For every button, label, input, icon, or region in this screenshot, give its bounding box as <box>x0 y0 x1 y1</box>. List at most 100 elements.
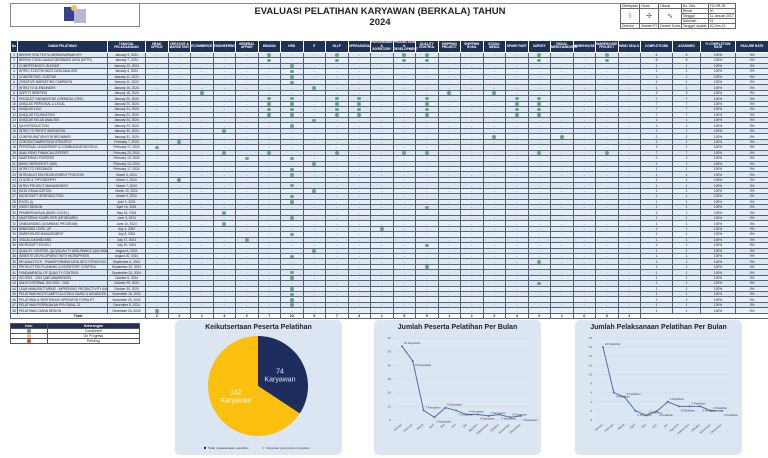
data-point <box>645 414 648 417</box>
data-label: 3 Karyawan <box>491 411 506 415</box>
data-point <box>666 400 669 403</box>
completed-icon <box>492 134 497 139</box>
training-name: PERSONAL LEADERSHIP & COMMUNICATION SKIL… <box>17 144 108 151</box>
department-total: 2 <box>617 312 641 320</box>
training-date: February 13, 2024 <box>107 160 146 168</box>
y-tick-label: 10 <box>388 404 392 408</box>
chart-title: Jumlah Peserta Pelatihan Per Bulan <box>397 324 518 331</box>
completed-icon <box>604 151 609 155</box>
col-department: VISUAL MERCHANDISER <box>550 40 577 53</box>
col-department: WAREHOUSE <box>572 40 596 53</box>
y-tick-label: 12 <box>589 363 593 367</box>
training-name: PRODUCTION PLANNING & INVENTORY CONTROL <box>17 263 108 271</box>
training-name: LEAN MANUFACTURING : IMPROVING PRODUCTIV… <box>17 285 108 293</box>
y-tick-label: 4 <box>590 400 592 404</box>
col-department: HRD <box>280 40 304 53</box>
department-total: 1 <box>460 312 484 320</box>
x-tick-label: Agustus <box>668 422 679 432</box>
completed-icon <box>379 227 384 231</box>
department-total: 1 <box>370 312 394 320</box>
completed-icon <box>424 113 429 117</box>
data-point <box>721 409 723 412</box>
table-row: 3 COMPETENCIES: BLENDIT January 10, 2024- -… <box>10 62 768 70</box>
x-tick-label: Februari <box>402 422 413 432</box>
completed-icon <box>537 281 542 286</box>
col-completions: COMPLETIONS <box>640 40 673 53</box>
completed-icon <box>424 243 429 247</box>
training-date: September 20, 2024 <box>107 263 146 271</box>
completed-icon <box>289 156 294 160</box>
data-label: 2 Pelatihan <box>637 413 651 417</box>
status-legend: Icon Keterangan Completed On Progress Pen… <box>10 323 141 344</box>
data-point <box>710 409 713 412</box>
table-row: 9 PRODUCT KNOWLEDGE CHEMICAL (OEE) January… <box>10 95 768 102</box>
completed-icon <box>537 259 542 264</box>
completed-icon <box>334 96 339 101</box>
completed-icon <box>312 162 317 166</box>
training-date: November 16, 2024 <box>107 290 146 298</box>
on-progress-icon <box>27 334 31 338</box>
completed-icon <box>537 96 542 101</box>
completed-icon <box>447 91 452 95</box>
signer-name: Direktur <box>619 23 641 29</box>
signature-image: ✢ <box>639 8 660 24</box>
col-department: ENGINEERING <box>212 40 236 53</box>
signer-name: Desain Sutra <box>658 23 682 29</box>
x-tick-label: Februari <box>603 422 614 432</box>
y-tick-label: 2 <box>590 409 592 413</box>
completed-icon <box>514 113 519 117</box>
completed-icon <box>312 189 317 193</box>
training-name: HR ANALYTICS : TRANSFORMING DATA INTO ST… <box>17 258 108 265</box>
completed-icon <box>289 167 294 171</box>
training-name: PELATIHAN & SERTIFIKASI OPERATOR FORKLIF… <box>17 296 108 303</box>
completed-icon <box>312 249 317 253</box>
completed-icon <box>222 211 227 215</box>
col-assigned: ASSIGNED <box>672 40 701 53</box>
table-row: 11 UNIQLAS 1134 January 21, 2024- - - - - - - - - -… <box>10 106 768 113</box>
completed-icon <box>604 53 609 57</box>
table-row: 42 ISO 9001 : 2015 QMS AWARENESS October 5… <box>10 274 768 282</box>
data-point <box>498 413 501 416</box>
data-label: 4 Pelatihan <box>670 397 684 401</box>
training-date: November 20, 2024 <box>107 296 146 303</box>
doc-value: 20-Des-24 <box>707 23 736 29</box>
x-tick-label: Juli <box>663 422 669 428</box>
completed-icon <box>334 102 339 106</box>
data-point <box>455 409 458 412</box>
x-tick-label: Maret <box>416 423 425 431</box>
department-total: 4 <box>212 312 236 320</box>
completed-icon <box>289 200 294 204</box>
completed-icon <box>289 80 294 84</box>
y-tick-label: 40 <box>388 363 392 367</box>
completed-icon <box>334 58 339 63</box>
x-tick-label: Juni <box>450 422 457 429</box>
completed-icon <box>424 96 429 101</box>
department-total: 1 <box>550 312 574 320</box>
completed-icon <box>267 151 272 155</box>
data-label: 3 Pelatihan <box>692 401 706 405</box>
completed-icon <box>267 113 272 117</box>
total-blank <box>640 312 768 320</box>
legend-label: Karyawan yang belum mengikuti <box>266 446 310 450</box>
col-department: IT <box>302 40 326 53</box>
training-evaluation-table: No NAMA PELATIHAN TANGGAL PELAKSANAAN HEAD … <box>10 40 768 320</box>
department-total: 5 <box>302 312 326 320</box>
completed-icon <box>244 156 249 160</box>
data-label: 7 Karyawan <box>426 405 441 409</box>
training-name: PELATIHAN BOOTCAMP FULLSTACK BASIC & ADV… <box>17 290 108 298</box>
y-tick-label: 0 <box>590 418 592 422</box>
table-row: 8 SAFETY BRIEFING January 18, 2024- - - - - - - -… <box>10 89 768 97</box>
department-total: 2 <box>167 312 191 320</box>
completed-icon <box>289 254 294 258</box>
completed-icon <box>559 134 564 139</box>
col-department: CREATIVE & MARKETING <box>167 40 191 53</box>
x-tick-label: Agustus <box>467 422 478 432</box>
table-row: 27 MICROSOFT INTRODUCTION March 9, 2024- - -… <box>10 193 768 200</box>
legend-marker <box>261 446 265 450</box>
completed-icon <box>289 303 294 307</box>
participation-pie-card: Keikutsertaan Peserta Pelatihan 74 Karyaw… <box>175 320 342 455</box>
training-date: December 20, 2024 <box>107 307 146 314</box>
data-point <box>487 414 490 417</box>
x-tick-label: Januari <box>594 422 604 432</box>
completed-icon <box>222 151 227 155</box>
